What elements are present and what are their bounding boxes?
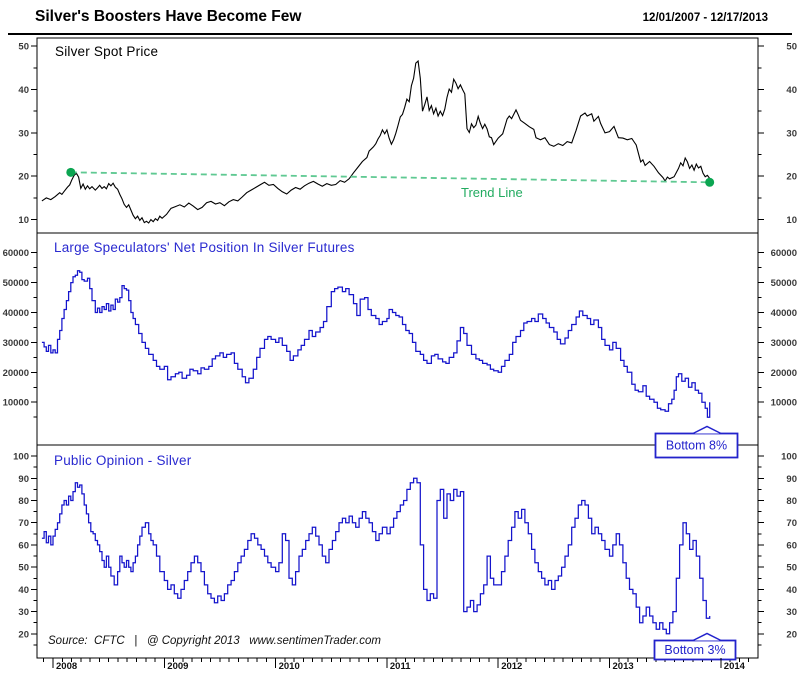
svg-text:2010: 2010 bbox=[279, 661, 300, 672]
svg-text:60: 60 bbox=[786, 540, 797, 551]
svg-text:40000: 40000 bbox=[3, 308, 29, 319]
svg-text:50: 50 bbox=[18, 563, 29, 574]
svg-text:30: 30 bbox=[18, 128, 29, 139]
annotation-bottom-8-: Bottom 8% bbox=[654, 425, 739, 459]
svg-text:80: 80 bbox=[786, 496, 797, 507]
svg-text:20: 20 bbox=[786, 629, 797, 640]
svg-text:50: 50 bbox=[786, 563, 797, 574]
svg-text:10000: 10000 bbox=[3, 398, 29, 409]
svg-text:30: 30 bbox=[18, 607, 29, 618]
panel-3-series-line bbox=[41, 477, 711, 635]
x-axis-year-labels: 2008 2009 2010 2011 2012 2013 2014 bbox=[52, 658, 746, 672]
annotation-bottom-3-: Bottom 3% bbox=[653, 632, 737, 661]
svg-text:30000: 30000 bbox=[771, 338, 797, 349]
panel-title-public-opinion: Public Opinion - Silver bbox=[54, 453, 192, 468]
title-underline bbox=[8, 33, 792, 35]
source-credit: Source: CFTC | @ Copyright 2013 www.sent… bbox=[48, 635, 381, 647]
panel-2-series-line bbox=[41, 270, 711, 418]
svg-text:50: 50 bbox=[786, 42, 797, 53]
y-tick-labels: 10 10 20 20 30 30 40 40 50 50 10000 10000 20000 20000… bbox=[3, 42, 797, 641]
panel-title-net-position: Large Speculators' Net Position In Silve… bbox=[54, 240, 355, 255]
date-range: 12/01/2007 - 12/17/2013 bbox=[642, 12, 768, 24]
trend-line-label: Trend Line bbox=[461, 185, 523, 200]
svg-text:20000: 20000 bbox=[3, 368, 29, 379]
svg-text:70: 70 bbox=[18, 518, 29, 529]
svg-text:10000: 10000 bbox=[771, 398, 797, 409]
svg-text:60000: 60000 bbox=[3, 248, 29, 259]
trend-dot-end bbox=[705, 177, 715, 187]
svg-text:50: 50 bbox=[18, 42, 29, 53]
svg-text:50000: 50000 bbox=[3, 278, 29, 289]
svg-text:20: 20 bbox=[18, 629, 29, 640]
svg-text:30: 30 bbox=[786, 607, 797, 618]
svg-text:2013: 2013 bbox=[613, 661, 634, 672]
svg-text:2009: 2009 bbox=[167, 661, 188, 672]
panel-1-series-line bbox=[41, 59, 711, 224]
svg-text:20000: 20000 bbox=[771, 368, 797, 379]
svg-text:2012: 2012 bbox=[501, 661, 522, 672]
svg-text:100: 100 bbox=[13, 452, 29, 463]
svg-text:40: 40 bbox=[786, 585, 797, 596]
svg-text:100: 100 bbox=[781, 452, 797, 463]
svg-text:Bottom 8%: Bottom 8% bbox=[666, 439, 727, 453]
svg-text:90: 90 bbox=[18, 474, 29, 485]
svg-text:30: 30 bbox=[786, 128, 797, 139]
svg-text:70: 70 bbox=[786, 518, 797, 529]
panel-title-silver-spot-price: Silver Spot Price bbox=[55, 44, 159, 59]
svg-text:2014: 2014 bbox=[724, 661, 746, 672]
svg-text:40: 40 bbox=[786, 85, 797, 96]
axes bbox=[31, 37, 764, 659]
svg-text:20: 20 bbox=[18, 172, 29, 183]
svg-text:40: 40 bbox=[18, 585, 29, 596]
svg-text:40000: 40000 bbox=[771, 308, 797, 319]
svg-text:30000: 30000 bbox=[3, 338, 29, 349]
svg-text:10: 10 bbox=[786, 215, 797, 226]
svg-text:10: 10 bbox=[18, 215, 29, 226]
trend-line bbox=[66, 167, 715, 187]
svg-text:Bottom 3%: Bottom 3% bbox=[664, 643, 725, 657]
svg-text:80: 80 bbox=[18, 496, 29, 507]
svg-text:40: 40 bbox=[18, 85, 29, 96]
svg-text:90: 90 bbox=[786, 474, 797, 485]
page-title: Silver's Boosters Have Become Few bbox=[35, 8, 302, 25]
svg-text:2011: 2011 bbox=[390, 661, 411, 672]
svg-text:2008: 2008 bbox=[56, 661, 77, 672]
svg-text:60: 60 bbox=[18, 540, 29, 551]
svg-text:60000: 60000 bbox=[771, 248, 797, 259]
trend-dot-start bbox=[66, 167, 76, 177]
svg-text:20: 20 bbox=[786, 172, 797, 183]
svg-text:50000: 50000 bbox=[771, 278, 797, 289]
